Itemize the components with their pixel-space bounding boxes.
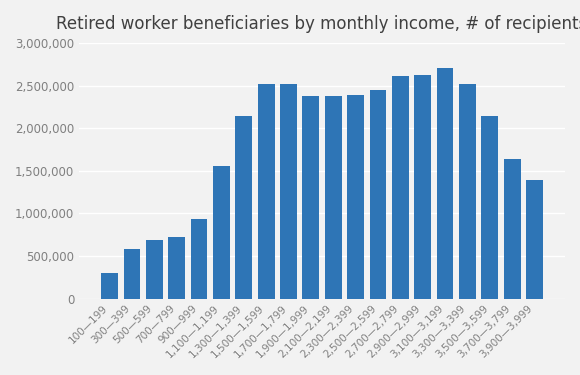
Bar (101, 273, 118, 298)
Bar (369, 90, 386, 298)
Bar (504, 159, 520, 298)
Bar (213, 166, 230, 298)
Bar (191, 219, 208, 298)
Bar (437, 69, 454, 298)
Bar (280, 84, 297, 298)
Bar (168, 237, 185, 298)
Bar (459, 84, 476, 298)
Bar (124, 249, 140, 298)
Bar (258, 84, 274, 298)
Bar (414, 75, 431, 298)
Bar (526, 180, 543, 298)
Bar (303, 96, 319, 298)
Bar (146, 240, 163, 298)
Bar (325, 96, 342, 298)
Bar (347, 95, 364, 298)
Bar (235, 116, 252, 298)
Bar (392, 76, 409, 298)
Title: Retired worker beneficiaries by monthly income, # of recipients: Retired worker beneficiaries by monthly … (56, 15, 580, 33)
Bar (481, 116, 498, 298)
